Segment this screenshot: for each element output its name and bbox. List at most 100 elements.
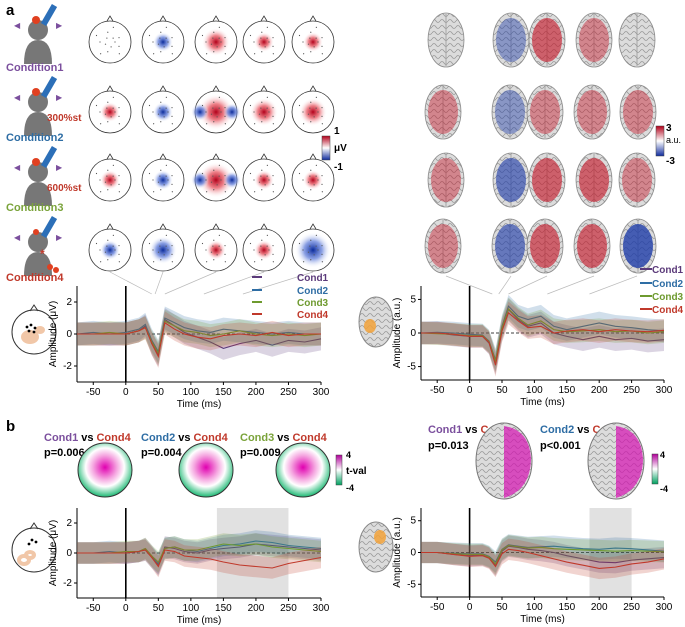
guide-line bbox=[589, 275, 638, 295]
x-tick-label: 150 bbox=[215, 603, 232, 614]
source-brain bbox=[424, 218, 462, 274]
eeg-colorbar-unit: μV bbox=[334, 143, 347, 154]
source-roi-brain-b bbox=[358, 521, 394, 573]
y-axis-label: Amplitude (μV) bbox=[48, 301, 59, 367]
eeg-topomap bbox=[242, 223, 286, 272]
guide-line bbox=[154, 271, 164, 295]
condition-3-badge: 600%st bbox=[47, 183, 82, 194]
x-tick-label: 50 bbox=[496, 385, 508, 396]
condition-4-badge: * bbox=[40, 247, 45, 261]
svg-text:▶: ▶ bbox=[56, 233, 63, 242]
electrode-roi-head-a bbox=[11, 304, 57, 355]
x-tick-label: 100 bbox=[183, 603, 200, 614]
x-tick-label: -50 bbox=[86, 387, 101, 398]
series-line-cond2 bbox=[421, 544, 665, 563]
source-brain bbox=[526, 84, 564, 140]
legend-a-src-cond4: Cond4 bbox=[652, 305, 684, 316]
source-brain bbox=[619, 84, 657, 140]
comp-eeg-3-p: p=0.009 bbox=[240, 447, 281, 459]
series-band-cond4 bbox=[77, 311, 321, 368]
legend-a-src-cond1: Cond1 bbox=[652, 265, 684, 276]
source-brain bbox=[575, 12, 613, 68]
comp-src-2-vs: vs bbox=[577, 424, 589, 436]
x-tick-label: -50 bbox=[430, 602, 445, 613]
guide-line bbox=[508, 275, 548, 295]
x-tick-label: 0 bbox=[467, 385, 473, 396]
legend-a-src-cond2: Cond2 bbox=[652, 279, 684, 290]
eeg-topomap bbox=[141, 153, 185, 202]
guide-line bbox=[498, 275, 512, 295]
series-line-cond2 bbox=[420, 305, 665, 362]
comp-eeg-2-vs: vs bbox=[178, 432, 190, 444]
eeg-topomap bbox=[291, 85, 335, 134]
eeg-topomap bbox=[291, 15, 335, 64]
comp-eeg-1-p: p=0.006 bbox=[44, 447, 85, 459]
x-tick-label: 300 bbox=[656, 602, 673, 613]
x-tick-label: 0 bbox=[123, 603, 129, 614]
source-colorbar bbox=[655, 125, 665, 157]
electrode-roi-head-b bbox=[11, 522, 57, 573]
condition-2-head-icon: ◀ ▶ bbox=[14, 75, 63, 136]
x-tick-label: 300 bbox=[656, 385, 673, 396]
source-roi-brain-a bbox=[358, 296, 394, 348]
eeg-topomap-grid bbox=[88, 15, 335, 272]
comparison-eeg-2: Cond2 vs Cond4 p=0.004 bbox=[141, 432, 234, 498]
y-tick-label: 0 bbox=[66, 548, 72, 559]
condition-4-head-icon: ◀ ▶ bbox=[14, 215, 63, 276]
series-band-cond3 bbox=[421, 534, 664, 575]
y-tick-label: 5 bbox=[410, 516, 416, 527]
condition-2-label: Condition2 bbox=[6, 132, 63, 144]
svg-text:▶: ▶ bbox=[56, 21, 63, 30]
eeg-colorbar-min: -1 bbox=[334, 162, 343, 173]
condition-1-head-icon: ◀ ▶ bbox=[14, 3, 63, 64]
comp-eeg-1-a: Cond1 bbox=[44, 432, 78, 444]
x-tick-label: 0 bbox=[467, 602, 473, 613]
series-line-cond3 bbox=[420, 307, 665, 364]
y-tick-label: -5 bbox=[407, 579, 416, 590]
source-brain bbox=[492, 12, 530, 68]
guide-line bbox=[445, 275, 493, 295]
svg-text:▶: ▶ bbox=[56, 163, 63, 172]
tval-eeg-max: 4 bbox=[346, 450, 351, 460]
x-tick-label: 50 bbox=[153, 603, 165, 614]
source-brain bbox=[575, 152, 613, 208]
y-axis-label: Amplitude (a.u.) bbox=[392, 298, 403, 369]
x-tick-label: 200 bbox=[591, 602, 608, 613]
y-tick-label: -5 bbox=[407, 362, 416, 373]
source-brain bbox=[618, 152, 656, 208]
guide-line bbox=[203, 271, 265, 295]
series-band-cond4 bbox=[77, 539, 321, 579]
comp-eeg-2-p: p=0.004 bbox=[141, 447, 183, 459]
source-brain bbox=[528, 152, 566, 208]
y-tick-label: -2 bbox=[63, 578, 72, 589]
legend-a-eeg-cond3: Cond3 bbox=[297, 298, 329, 309]
eeg-topomap bbox=[88, 223, 132, 272]
series-band-cond2 bbox=[421, 294, 664, 372]
y-axis-label: Amplitude (μV) bbox=[48, 520, 59, 586]
series-band-cond4 bbox=[421, 301, 664, 377]
eeg-topomap bbox=[242, 85, 286, 134]
x-tick-label: 50 bbox=[496, 602, 508, 613]
comp-src-1-a: Cond1 bbox=[428, 424, 462, 436]
series-band-cond3 bbox=[77, 533, 321, 573]
svg-text:◀: ◀ bbox=[14, 21, 21, 30]
comparison-eeg-1: Cond1 vs Cond4 p=0.006 bbox=[44, 432, 133, 498]
x-tick-label: 0 bbox=[123, 387, 129, 398]
x-tick-label: 200 bbox=[248, 387, 265, 398]
source-brain bbox=[424, 84, 462, 140]
x-tick-label: -50 bbox=[430, 385, 445, 396]
eeg-colorbar-max: 1 bbox=[334, 126, 340, 137]
svg-text:▶: ▶ bbox=[56, 93, 63, 102]
eeg-topomap bbox=[141, 223, 185, 272]
legend-a-eeg-cond4: Cond4 bbox=[297, 310, 329, 321]
y-tick-label: 0 bbox=[66, 329, 72, 340]
eeg-topomap bbox=[194, 15, 238, 64]
condition-1-label: Condition1 bbox=[6, 62, 63, 74]
